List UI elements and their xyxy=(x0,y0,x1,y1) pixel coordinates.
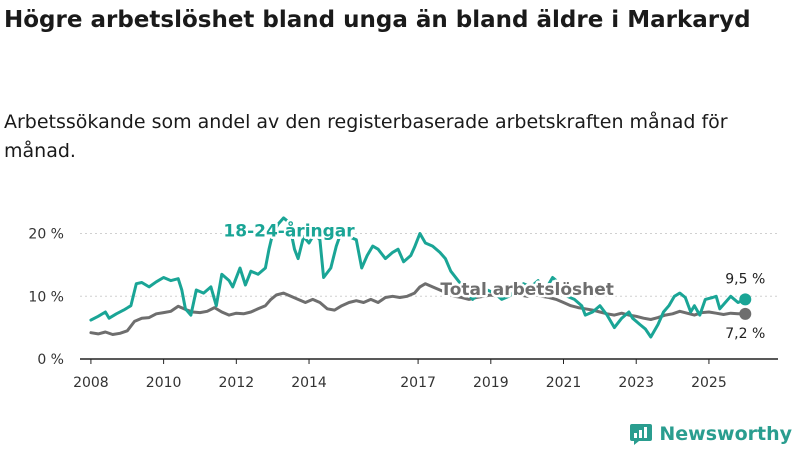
series-line-youth xyxy=(89,216,747,339)
y-axis-tick-labels: 0 % 10 % 20 % xyxy=(28,227,64,368)
x-tick-label: 2017 xyxy=(400,375,436,391)
x-tick-label: 2008 xyxy=(73,375,109,391)
x-tick-label: 2014 xyxy=(291,375,327,391)
y-tick-label: 20 % xyxy=(28,227,64,243)
annotation-halo: 18-24-åringar xyxy=(223,220,355,242)
annotation-youth: 18-24-åringar xyxy=(223,220,355,242)
series-line-total xyxy=(89,282,747,336)
annotation-halo: Total arbetslöshet xyxy=(440,280,614,300)
chart-subtitle: Arbetssökande som andel av den registerb… xyxy=(4,111,728,162)
newsworthy-bar-chart-icon xyxy=(630,424,653,445)
end-marker-youth xyxy=(739,293,752,306)
annotation-total: Total arbetslöshet xyxy=(440,280,614,300)
x-tick-label: 2012 xyxy=(219,375,255,391)
x-tick-label: 2023 xyxy=(618,375,654,391)
newsworthy-logo: Newsworthy xyxy=(629,420,792,448)
x-tick-label: 2019 xyxy=(473,375,509,391)
brand-name: Newsworthy xyxy=(659,423,792,445)
x-tick-label: 2025 xyxy=(691,375,727,391)
y-tick-label: 10 % xyxy=(28,289,64,305)
y-tick-label: 0 % xyxy=(37,352,64,368)
end-markers: 9,5 % 7,2 % xyxy=(725,271,765,341)
x-tick-label: 2021 xyxy=(546,375,582,391)
series-lines xyxy=(89,216,747,339)
end-label-youth: 9,5 % xyxy=(725,271,765,287)
end-marker-total xyxy=(739,307,752,320)
chart-title: Högre arbetslöshet bland unga än bland ä… xyxy=(4,7,751,33)
x-axis: 2008 2010 2012 2014 2017 2019 2021 2023 2025 xyxy=(73,358,778,391)
x-tick-label: 2010 xyxy=(146,375,182,391)
end-label-total: 7,2 % xyxy=(725,326,765,342)
